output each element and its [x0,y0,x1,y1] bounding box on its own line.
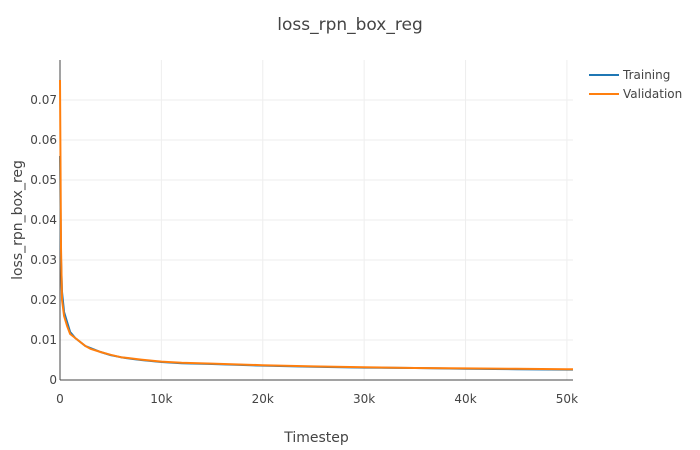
y-tick-label: 0.04 [30,213,57,227]
y-tick-label: 0 [49,373,57,387]
chart-title: loss_rpn_box_reg [277,15,423,35]
y-tick-label: 0.06 [30,133,57,147]
tick-labels: 0 10k 20k 30k 40k 50k 0 0.01 0.02 0.03 0.04 0.05 0.0… [30,93,578,406]
legend-item-validation[interactable]: Validation [589,87,682,101]
y-tick-label: 0.01 [30,333,57,347]
legend[interactable]: Training Validation [589,68,682,101]
y-tick-label: 0.03 [30,253,57,267]
legend-item-training[interactable]: Training [589,68,670,82]
y-tick-label: 0.02 [30,293,57,307]
series-line-validation [59,79,573,371]
x-tick-label: 30k [353,392,375,406]
legend-label: Training [622,68,670,82]
y-axis-title: loss_rpn_box_reg [10,160,26,280]
x-axis-title: Timestep [283,430,349,446]
x-tick-label: 40k [454,392,476,406]
x-tick-label: 10k [150,392,172,406]
x-tick-label: 50k [556,392,578,406]
x-tick-label: 20k [252,392,274,406]
legend-label: Validation [623,87,682,101]
y-tick-label: 0.05 [30,173,57,187]
plot-area [59,79,573,371]
y-tick-label: 0.07 [30,93,57,107]
series-line-training [59,155,573,371]
x-tick-label: 0 [56,392,64,406]
grid [60,60,573,380]
